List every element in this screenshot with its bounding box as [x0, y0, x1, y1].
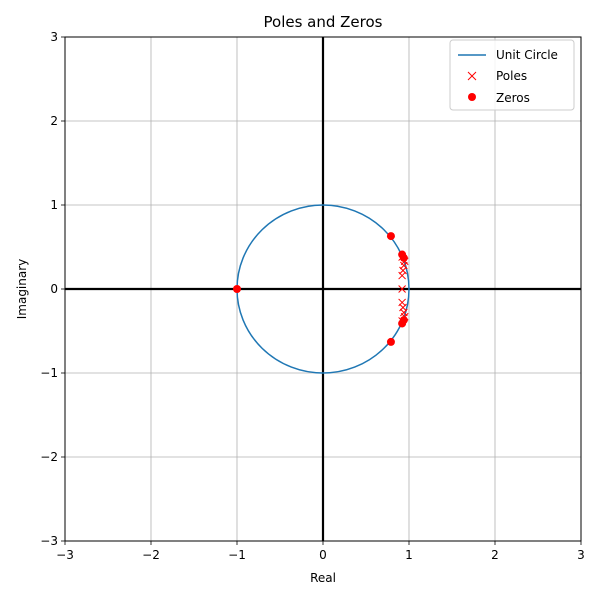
x-tick-label: −2 [142, 548, 160, 562]
zero-marker [386, 337, 395, 346]
y-tick-label: 2 [50, 114, 58, 128]
legend-unit-circle-label: Unit Circle [496, 48, 558, 62]
pole-marker [398, 285, 406, 293]
x-tick-label: 2 [491, 548, 499, 562]
legend-poles-swatch [467, 71, 477, 81]
y-axis-label: Imaginary [15, 259, 29, 320]
y-tick-label: 1 [50, 198, 58, 212]
pole-marker [399, 303, 407, 312]
x-tick-label: −3 [56, 548, 74, 562]
zeros-series [233, 232, 408, 346]
x-tick-labels: −3 −2 −1 0 1 2 3 [56, 541, 585, 562]
axis-zero-lines [65, 37, 581, 541]
x-tick-label: 1 [405, 548, 413, 562]
legend-zeros-label: Zeros [496, 91, 530, 105]
legend-zeros-swatch [468, 93, 476, 101]
legend-poles-label: Poles [496, 69, 527, 83]
y-tick-labels: −3 −2 −1 0 1 2 3 [40, 30, 65, 548]
pole-marker [398, 271, 406, 280]
y-tick-label: −1 [40, 366, 58, 380]
zero-marker [233, 285, 241, 293]
legend-box [449, 39, 575, 111]
y-tick-label: −3 [40, 534, 58, 548]
zero-marker [386, 232, 395, 241]
y-tick-label: −2 [40, 450, 58, 464]
chart-title: Poles and Zeros [264, 13, 383, 31]
y-tick-label: 3 [50, 30, 58, 44]
zero-marker [399, 316, 408, 325]
y-tick-label: 0 [50, 282, 58, 296]
x-tick-label: 3 [577, 548, 585, 562]
x-tick-label: −1 [228, 548, 246, 562]
pole-marker [399, 266, 407, 275]
x-axis-label: Real [310, 571, 336, 585]
x-tick-label: 0 [319, 548, 327, 562]
zero-marker [399, 253, 408, 262]
legend: Unit Circle Poles Zeros [449, 39, 575, 111]
pole-marker [398, 298, 406, 307]
